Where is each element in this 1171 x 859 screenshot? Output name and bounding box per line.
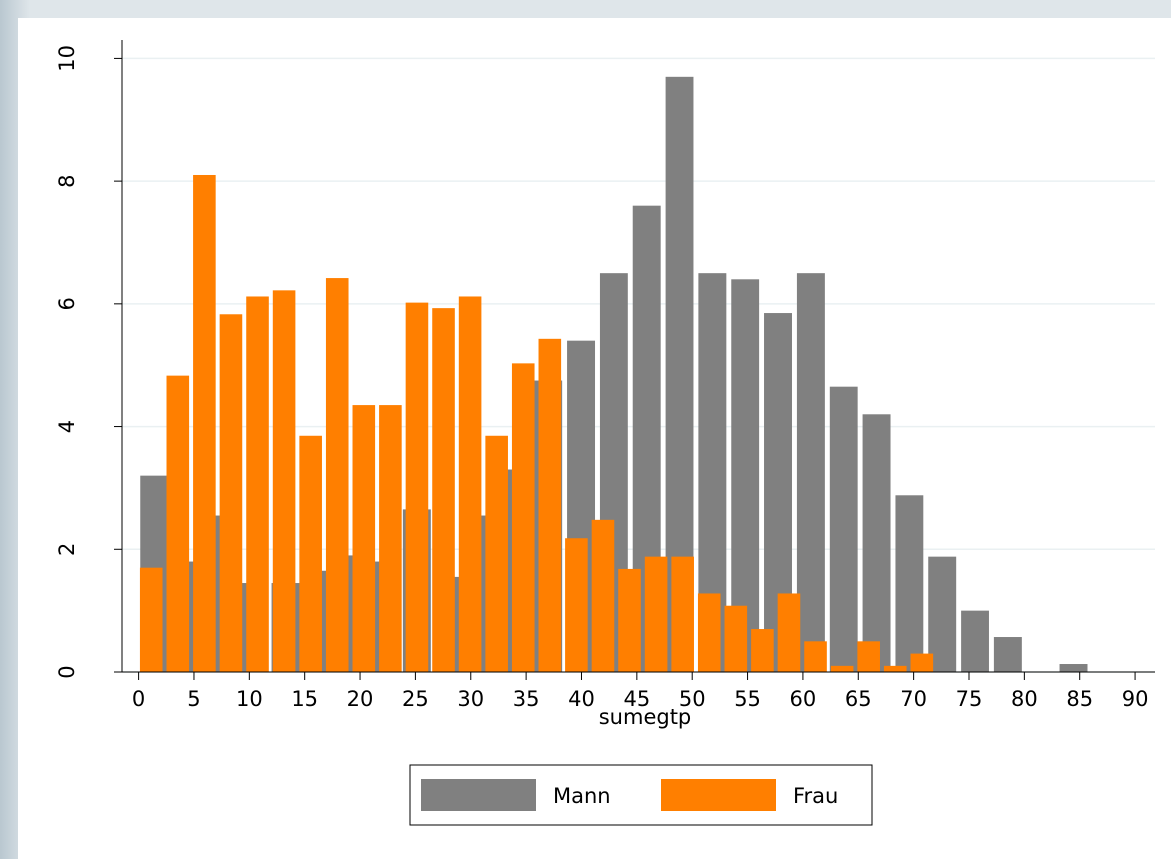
- bar: [618, 568, 641, 672]
- legend-label: Mann: [553, 784, 611, 808]
- bar: [219, 314, 243, 672]
- bar: [299, 435, 322, 672]
- bar: [565, 538, 588, 672]
- legend-swatch: [661, 779, 776, 811]
- x-tick-label: 0: [132, 687, 145, 711]
- x-tick-label: 65: [845, 687, 872, 711]
- bar: [458, 296, 482, 672]
- x-axis-title: sumegtp: [599, 705, 692, 729]
- bar: [895, 495, 924, 672]
- x-tick-label: 45: [623, 687, 650, 711]
- bar: [511, 363, 535, 672]
- x-tick-label: 70: [900, 687, 927, 711]
- x-tick-label: 55: [734, 687, 761, 711]
- bar: [485, 435, 508, 672]
- x-tick-label: 5: [187, 687, 200, 711]
- bar: [272, 290, 296, 672]
- x-tick-label: 85: [1066, 687, 1093, 711]
- x-tick-label: 15: [291, 687, 318, 711]
- bar: [325, 278, 349, 672]
- bar: [777, 593, 801, 672]
- bar: [862, 414, 891, 672]
- bar: [671, 556, 694, 672]
- x-tick-label: 10: [236, 687, 263, 711]
- x-tick-label: 90: [1122, 687, 1149, 711]
- bar: [379, 405, 402, 672]
- bar: [804, 641, 827, 672]
- bar: [857, 641, 880, 672]
- bar: [1059, 664, 1088, 672]
- bar: [883, 665, 907, 672]
- bar: [591, 519, 615, 672]
- bar: [697, 593, 721, 672]
- bar: [246, 296, 269, 672]
- y-tick-label: 10: [55, 45, 79, 72]
- x-tick-label: 30: [457, 687, 484, 711]
- bar: [796, 273, 825, 672]
- bar: [724, 605, 748, 672]
- y-tick-label: 4: [55, 420, 79, 433]
- x-tick-label: 75: [956, 687, 983, 711]
- x-tick-label: 50: [679, 687, 706, 711]
- legend-label: Frau: [793, 784, 838, 808]
- y-tick-label: 2: [55, 543, 79, 556]
- bar: [139, 567, 163, 672]
- bar: [961, 610, 989, 672]
- y-tick-label: 8: [55, 174, 79, 187]
- bar: [830, 665, 854, 672]
- bar: [644, 556, 668, 672]
- y-tick-label: 6: [55, 297, 79, 310]
- bar: [193, 174, 216, 672]
- x-tick-label: 20: [347, 687, 374, 711]
- bar: [751, 629, 774, 672]
- y-tick-label: 0: [55, 665, 79, 678]
- x-tick-label: 25: [402, 687, 429, 711]
- legend-swatch: [421, 779, 536, 811]
- bar: [538, 338, 562, 672]
- bar: [928, 556, 957, 672]
- x-tick-label: 35: [513, 687, 540, 711]
- bar: [432, 308, 455, 672]
- bar: [352, 405, 376, 672]
- x-tick-label: 60: [790, 687, 817, 711]
- x-tick-label: 80: [1011, 687, 1038, 711]
- bar: [166, 375, 190, 672]
- bar: [993, 637, 1022, 672]
- bar: [405, 302, 429, 672]
- bar: [829, 386, 858, 672]
- bar: [910, 653, 934, 672]
- x-tick-label: 40: [568, 687, 595, 711]
